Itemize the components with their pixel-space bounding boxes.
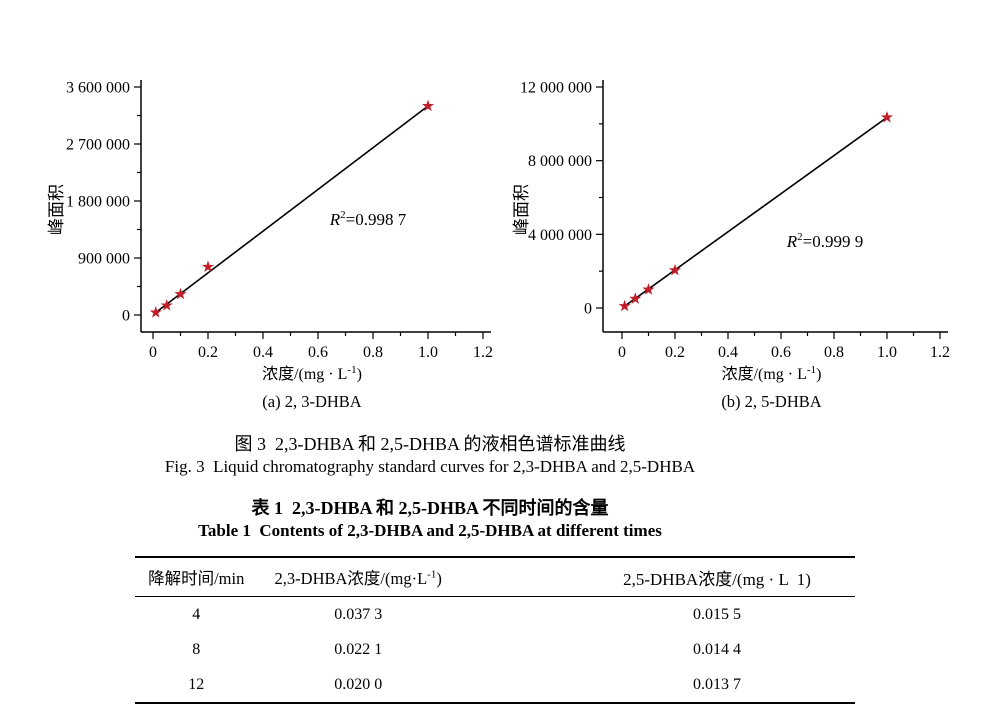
table-row: 4 0.037 3 0.015 5 xyxy=(135,597,855,633)
table-row: 8 0.022 1 0.014 4 xyxy=(135,632,855,667)
col-header-23dhba-prefix: 2,3-DHBA浓度/(mg·L xyxy=(274,569,428,588)
data-point-star xyxy=(642,283,655,295)
y-tick-label: 2 700 000 xyxy=(66,137,130,154)
col-header-degradation-time: 降解时间/min xyxy=(135,557,258,597)
axes xyxy=(140,80,491,333)
table-row: 12 0.020 0 0.013 7 xyxy=(135,667,855,703)
table-cell-time: 8 xyxy=(192,640,201,658)
data-point-star xyxy=(421,99,435,112)
table-cell-25dhba: 0.013 7 xyxy=(692,675,741,693)
table-body: 4 0.037 3 0.015 5 8 0.022 1 0.014 4 12 0… xyxy=(135,597,855,704)
y-tick-label: 8 000 000 xyxy=(528,153,592,170)
data-point-star xyxy=(629,292,642,304)
x-tick-label: 0.6 xyxy=(771,344,791,361)
data-point-star xyxy=(618,299,631,312)
x-axis-label: 浓度/(mg · L-1) xyxy=(722,364,822,383)
tick-labels: 0 0.2 0.4 0.6 0.8 1.0 1.2 0 4 000 000 8 000 000 12… xyxy=(520,80,950,362)
r-squared-annotation: R2=0.998 7 xyxy=(329,209,407,229)
table-cell-time: 4 xyxy=(192,605,201,623)
x-tick-label: 0.8 xyxy=(363,344,383,361)
ticks xyxy=(134,86,484,339)
table-header-row: 降解时间/min 2,3-DHBA浓度/(mg·L-1) 2,5-DHBA浓度/… xyxy=(135,557,855,597)
data-points xyxy=(149,99,435,318)
tick-labels: 0 0.2 0.4 0.6 0.8 1.0 1.2 0 900 000 1 800 000 2 70… xyxy=(66,80,493,362)
x-tick-label: 0 xyxy=(149,344,157,361)
data-point-star xyxy=(668,263,682,276)
figure-caption-en: Fig. 3 Liquid chromatography standard cu… xyxy=(164,457,696,476)
x-axis-label: 浓度/(mg · L-1) xyxy=(262,364,362,383)
col-header-23dhba-conc: 2,3-DHBA浓度/(mg·L-1) xyxy=(257,557,459,597)
col-header-23dhba-suffix: ) xyxy=(436,569,442,588)
x-tick-label: 1.2 xyxy=(473,344,493,361)
x-tick-label: 0.2 xyxy=(665,344,685,361)
fit-line xyxy=(624,116,888,307)
x-tick-label: 1.0 xyxy=(418,344,438,361)
r-squared-annotation: R2=0.999 9 xyxy=(786,231,863,251)
table-cell-23dhba: 0.037 3 xyxy=(334,605,383,623)
y-tick-label: 0 xyxy=(122,308,130,325)
col-header-25dhba-conc: 2,5-DHBA浓度/(mg · L 1) xyxy=(458,557,855,597)
table-caption-en: Table 1 Contents of 2,3-DHBA and 2,5-DHB… xyxy=(198,521,662,540)
col-header-23dhba-sup: -1 xyxy=(427,568,437,581)
figure-caption-zh: 图 3 2,3-DHBA 和 2,5-DHBA 的液相色谱标准曲线 xyxy=(234,434,626,454)
table-cell-23dhba: 0.020 0 xyxy=(334,675,383,693)
table-cell-time: 12 xyxy=(188,675,205,693)
ticks xyxy=(596,86,941,339)
x-tick-label: 0.4 xyxy=(718,344,738,361)
table-cell-23dhba: 0.022 1 xyxy=(334,640,383,658)
x-tick-label: 0 xyxy=(618,344,626,361)
axes xyxy=(602,80,948,333)
data-point-star xyxy=(174,287,187,300)
x-tick-label: 0.8 xyxy=(824,344,844,361)
y-axis-label: 峰面积 xyxy=(47,184,66,235)
y-tick-label: 4 000 000 xyxy=(528,227,592,244)
table-caption-zh: 表 1 2,3-DHBA 和 2,5-DHBA 不同时间的含量 xyxy=(251,498,609,518)
y-tick-label: 0 xyxy=(584,301,592,318)
data-point-star xyxy=(880,110,894,123)
x-tick-label: 1.0 xyxy=(877,344,897,361)
x-tick-label: 0.6 xyxy=(308,344,328,361)
table-header: 降解时间/min 2,3-DHBA浓度/(mg·L-1) 2,5-DHBA浓度/… xyxy=(135,557,855,597)
y-axis-label: 峰面积 xyxy=(512,184,531,235)
data-points xyxy=(618,110,894,312)
table-cell-25dhba: 0.015 5 xyxy=(692,605,741,623)
chart-subcaption: (a) 2, 3-DHBA xyxy=(262,392,362,411)
x-tick-label: 0.4 xyxy=(253,344,273,361)
fit-line xyxy=(155,105,429,314)
data-point-star xyxy=(160,299,173,311)
y-tick-label: 3 600 000 xyxy=(66,80,130,97)
x-tick-label: 1.2 xyxy=(930,344,950,361)
contents-table: 降解时间/min 2,3-DHBA浓度/(mg·L-1) 2,5-DHBA浓度/… xyxy=(135,556,855,704)
data-point-star xyxy=(201,260,215,273)
chart-subcaption: (b) 2, 5-DHBA xyxy=(721,392,821,411)
data-point-star xyxy=(149,306,162,318)
y-tick-label: 900 000 xyxy=(78,251,130,268)
x-tick-label: 0.2 xyxy=(198,344,218,361)
table-cell-25dhba: 0.014 4 xyxy=(692,640,741,658)
y-tick-label: 12 000 000 xyxy=(520,80,592,97)
y-tick-label: 1 800 000 xyxy=(66,194,130,211)
chart-b-25dhba: 0 0.2 0.4 0.6 0.8 1.0 1.2 0 4 000 000 8 000 000 12… xyxy=(512,80,950,412)
chart-a-23dhba: 0 0.2 0.4 0.6 0.8 1.0 1.2 0 900 000 1 800 000 2 70… xyxy=(47,80,493,412)
